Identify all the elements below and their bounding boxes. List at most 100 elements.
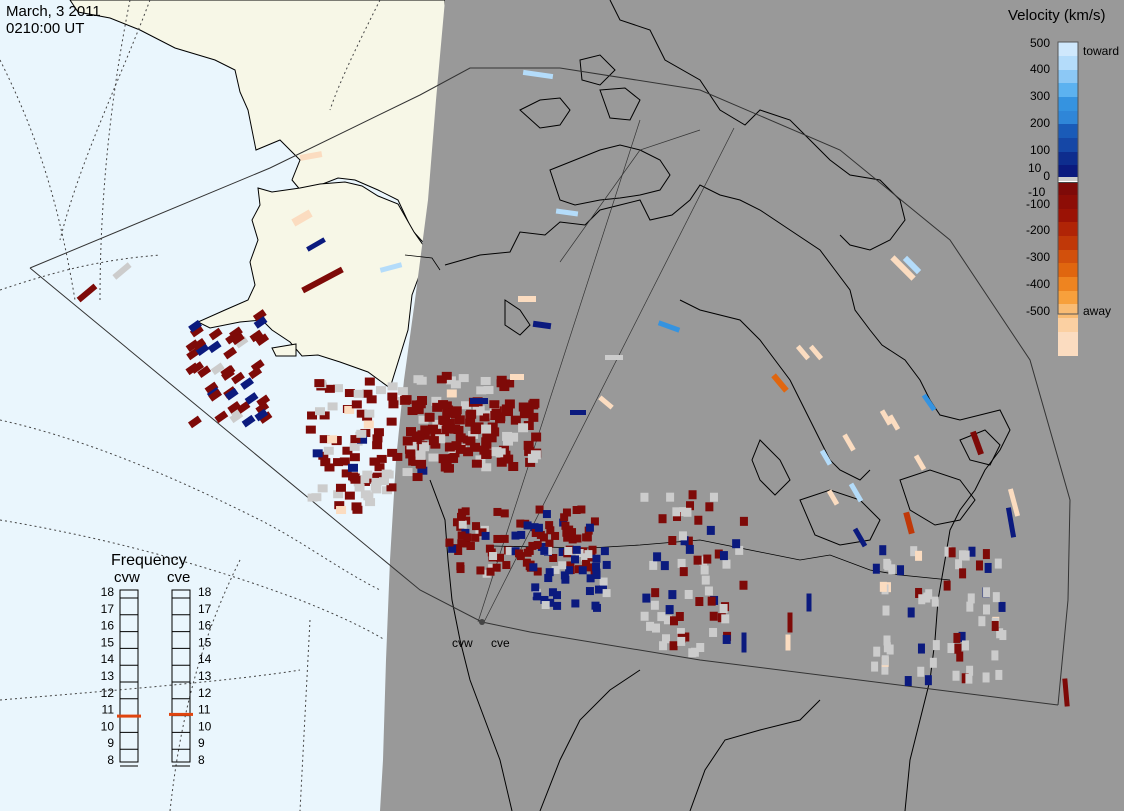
- echo-cell: [229, 410, 244, 424]
- echo-cell: [505, 546, 514, 555]
- echo-cell: [943, 580, 951, 591]
- echo-cell: [696, 642, 705, 652]
- echo-cell: [419, 431, 430, 440]
- echo-cell: [370, 482, 381, 491]
- echo-cell: [675, 611, 684, 621]
- echo-cell: [881, 664, 889, 675]
- frequency-scale-label-right: 9: [198, 736, 205, 750]
- frequency-scale: 18 18 17 17 16 16 15 15 14 14 13 13 12 12 11 11 10 10 9 9 8 8: [101, 585, 212, 767]
- echo-cell: [471, 533, 480, 542]
- echo-cell: [848, 482, 864, 503]
- radar-name-cvw: cvw: [114, 569, 140, 586]
- echo-cell: [314, 407, 325, 416]
- date-label: March, 3 2011: [6, 3, 101, 20]
- echo-cell: [369, 457, 380, 466]
- echo-cell: [371, 477, 382, 486]
- echo-cell: [882, 605, 890, 616]
- colorbar-band: [1058, 42, 1078, 56]
- echo-cell: [187, 415, 202, 429]
- colorbar-band: [1058, 138, 1078, 152]
- echo-cell: [991, 620, 999, 631]
- echo-cell: [514, 549, 523, 558]
- echo-cell: [887, 414, 901, 431]
- echo-cell: [470, 442, 481, 452]
- echo-cell: [970, 430, 984, 456]
- echo-cell: [431, 396, 442, 406]
- echo-cell: [598, 395, 614, 410]
- echo-cell: [541, 601, 550, 610]
- velocity-colorbar: Velocity (km/s) 500 400 300 200 100 100 -10-10…: [1008, 7, 1119, 356]
- echo-cell: [445, 538, 454, 547]
- echo-cell: [553, 591, 562, 600]
- echo-cell: [496, 457, 507, 467]
- echo-cell: [921, 393, 937, 412]
- echo-cell: [592, 554, 601, 563]
- echo-cell: [312, 449, 323, 458]
- echo-cell: [327, 435, 338, 444]
- echo-cell: [319, 435, 330, 444]
- echo-cell: [685, 544, 694, 554]
- colorbar-band: [1058, 83, 1078, 97]
- echo-cell: [482, 430, 493, 440]
- echo-cell: [496, 553, 505, 562]
- echo-cell: [582, 559, 591, 568]
- echo-cell: [470, 398, 488, 404]
- echo-cell: [504, 399, 515, 409]
- echo-cell: [481, 437, 492, 447]
- echo-cell: [879, 409, 893, 426]
- echo-cell: [450, 380, 461, 389]
- echo-cell: [417, 466, 428, 475]
- echo-cell: [457, 512, 466, 521]
- time-label: 0210:00 UT: [6, 20, 84, 37]
- station-label-cve: cve: [491, 636, 510, 650]
- echo-cell: [392, 452, 403, 461]
- echo-cell: [413, 406, 424, 415]
- echo-cell: [440, 416, 451, 426]
- echo-cell: [991, 650, 999, 661]
- echo-cell: [349, 442, 360, 451]
- echo-cell: [416, 459, 427, 469]
- echo-cell: [479, 445, 490, 455]
- echo-cell: [994, 558, 1002, 569]
- echo-cell: [324, 384, 335, 393]
- echo-cell: [566, 561, 575, 570]
- echo-cell: [362, 470, 373, 479]
- echo-cell: [448, 544, 457, 553]
- echo-cell: [522, 69, 554, 80]
- echo-cell: [531, 528, 540, 537]
- colorbar-tick-label: -200: [1026, 223, 1050, 237]
- echo-cell: [663, 615, 672, 625]
- echo-cell: [441, 371, 452, 380]
- echo-cell: [540, 595, 549, 604]
- echo-cell: [699, 556, 708, 566]
- echo-cell: [714, 549, 723, 559]
- echo-cell: [210, 362, 225, 376]
- echo-cell: [929, 657, 937, 668]
- echo-cell: [605, 355, 623, 360]
- echo-cell: [253, 316, 268, 329]
- echo-cell: [1007, 488, 1021, 517]
- echo-cell: [982, 549, 990, 560]
- echo-cell: [910, 546, 918, 557]
- echo-cell: [695, 597, 704, 607]
- echo-cell: [387, 382, 398, 391]
- echo-cell: [192, 337, 207, 351]
- frequency-bar-cve: [171, 589, 191, 763]
- colorbar-away-label: away: [1083, 304, 1111, 318]
- colorbar-ticks: 500 400 300 200 100 100 -10-100 -200 -300 -400 -50…: [1026, 36, 1050, 318]
- echo-cell: [489, 427, 500, 437]
- echo-cell: [568, 535, 577, 544]
- echo-cell: [881, 655, 889, 666]
- echo-cell: [650, 600, 659, 610]
- echo-cell: [366, 395, 377, 404]
- echo-cell: [411, 435, 422, 445]
- echo-cell: [528, 412, 539, 422]
- echo-cell: [586, 563, 595, 572]
- echo-cell: [185, 362, 200, 376]
- echo-cell: [668, 536, 677, 546]
- echo-cell: [533, 592, 542, 601]
- echo-cell: [388, 400, 399, 409]
- echo-cell: [640, 492, 649, 502]
- colorbar-band: [1058, 332, 1078, 356]
- echo-cell: [665, 605, 674, 615]
